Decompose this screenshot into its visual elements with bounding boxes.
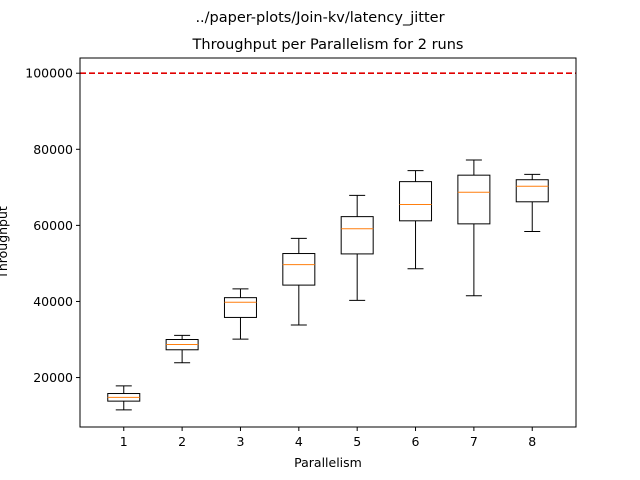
box-2: [165, 334, 199, 364]
y-tick-label-80000: 80000: [33, 142, 73, 157]
y-axis-ticks: 20000 40000 60000 80000 100000: [25, 66, 80, 385]
figure-suptitle: ../paper-plots/Join-kv/latency_jitter: [195, 10, 444, 26]
chart-marks: [80, 72, 576, 411]
x-tick-label-7: 7: [470, 434, 478, 449]
y-tick-label-60000: 60000: [33, 218, 73, 233]
iqr-box-6: [399, 181, 433, 222]
box-1: [107, 385, 141, 411]
box-3: [223, 288, 257, 340]
y-tick-label-20000: 20000: [33, 370, 73, 385]
y-axis-label: Throughput: [0, 206, 10, 280]
box-5: [340, 194, 374, 301]
box-4: [282, 237, 316, 326]
iqr-box-3: [223, 297, 257, 318]
iqr-box-8: [515, 179, 549, 203]
x-tick-label-2: 2: [178, 434, 186, 449]
iqr-box-7: [457, 174, 491, 225]
box-7: [457, 159, 491, 297]
chart-title: Throughput per Parallelism for 2 runs: [192, 37, 464, 53]
x-tick-label-4: 4: [295, 434, 303, 449]
iqr-box-5: [340, 216, 374, 255]
box-6: [399, 170, 433, 270]
x-tick-label-8: 8: [528, 434, 536, 449]
box-8: [515, 173, 549, 232]
y-tick-label-100000: 100000: [25, 66, 73, 81]
y-tick-label-40000: 40000: [33, 294, 73, 309]
x-tick-label-6: 6: [412, 434, 420, 449]
iqr-box-4: [282, 253, 316, 286]
x-tick-label-5: 5: [353, 434, 361, 449]
axes-frame: [79, 57, 577, 428]
x-tick-label-1: 1: [120, 434, 128, 449]
x-axis-label: Parallelism: [294, 455, 362, 470]
x-axis-ticks: 1 2 3 4 5 6 7 8: [120, 427, 536, 449]
x-tick-label-3: 3: [236, 434, 244, 449]
